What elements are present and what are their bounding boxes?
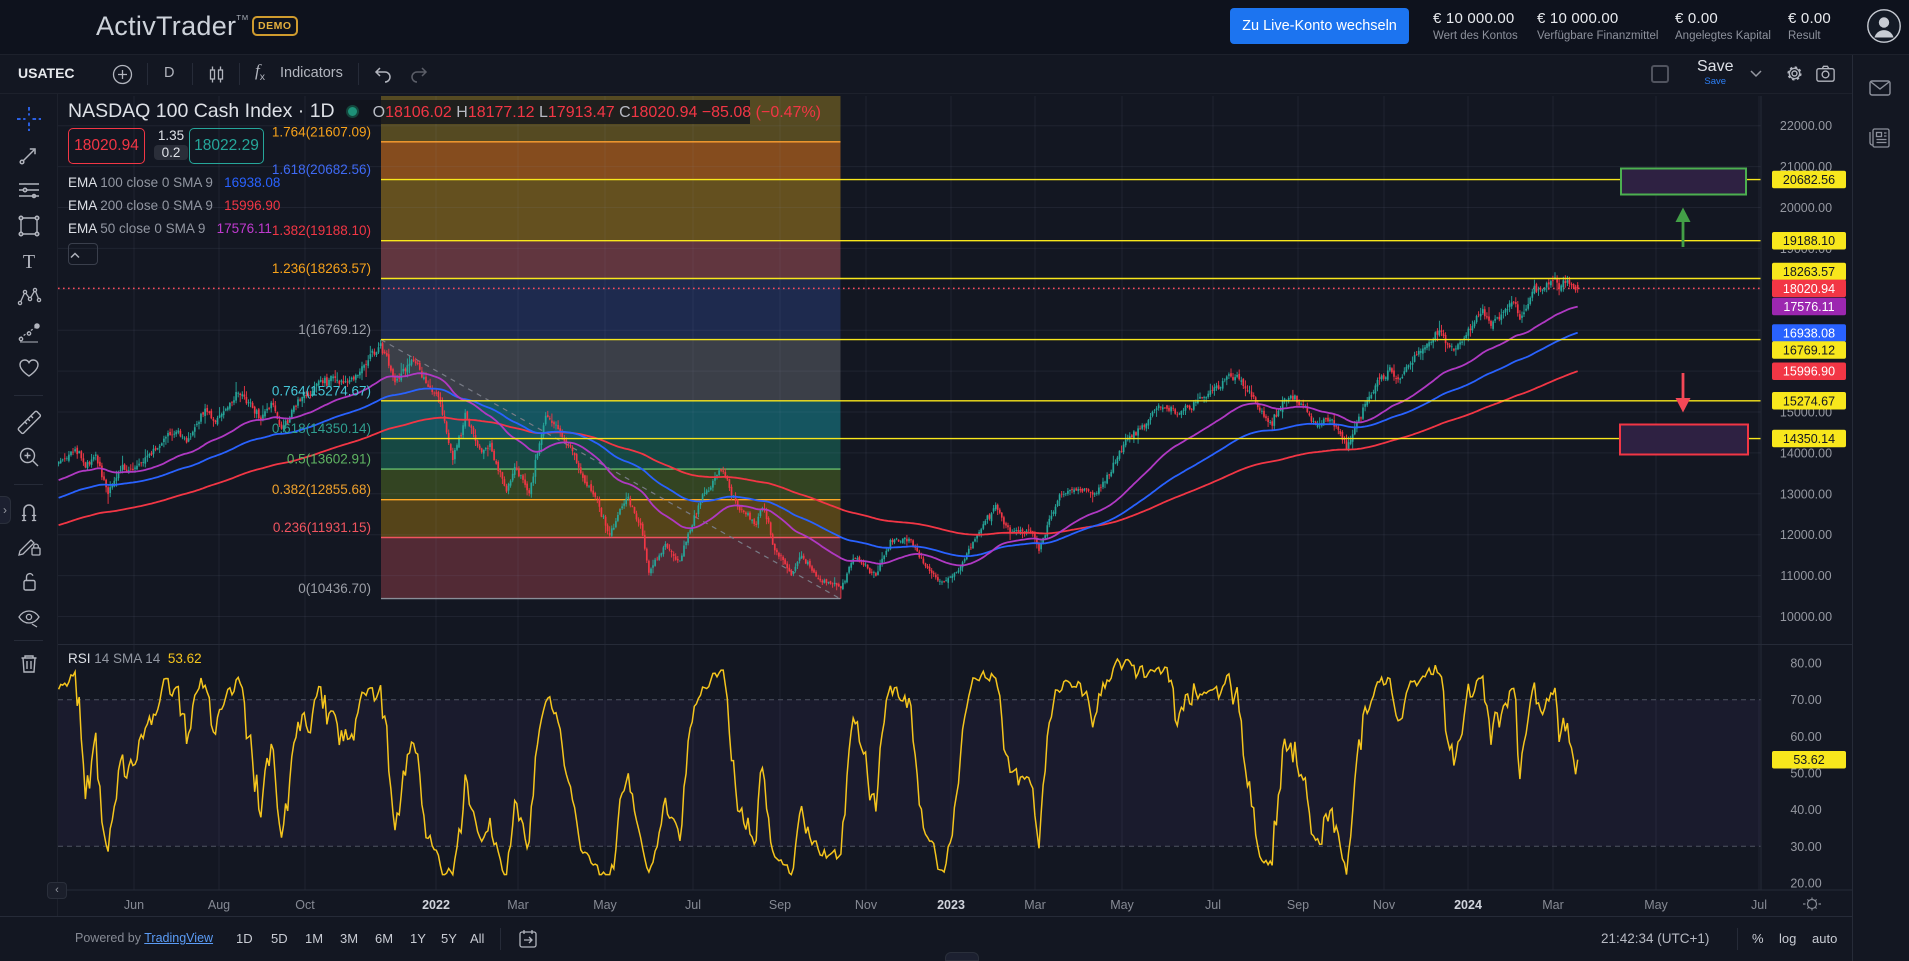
- svg-text:May: May: [1110, 898, 1134, 912]
- svg-text:13000.00: 13000.00: [1780, 487, 1832, 501]
- svg-text:10000.00: 10000.00: [1780, 610, 1832, 624]
- svg-text:May: May: [1644, 898, 1668, 912]
- svg-text:2024: 2024: [1454, 898, 1482, 912]
- svg-text:20.00: 20.00: [1790, 877, 1821, 891]
- svg-text:80.00: 80.00: [1790, 657, 1821, 671]
- svg-text:50.00: 50.00: [1790, 767, 1821, 781]
- svg-text:2023: 2023: [937, 898, 965, 912]
- svg-text:21000.00: 21000.00: [1780, 160, 1832, 174]
- svg-text:40.00: 40.00: [1790, 803, 1821, 817]
- svg-text:0(10436.70): 0(10436.70): [298, 581, 371, 596]
- svg-text:15274.67: 15274.67: [1783, 394, 1835, 408]
- svg-text:Sep: Sep: [1287, 898, 1309, 912]
- svg-text:Mar: Mar: [1024, 898, 1046, 912]
- svg-text:Sep: Sep: [769, 898, 791, 912]
- svg-text:70.00: 70.00: [1790, 693, 1821, 707]
- svg-text:Jul: Jul: [1205, 898, 1221, 912]
- svg-text:15996.90: 15996.90: [1783, 365, 1835, 379]
- svg-text:Nov: Nov: [1373, 898, 1396, 912]
- svg-text:14350.14: 14350.14: [1783, 432, 1835, 446]
- svg-text:18263.57: 18263.57: [1783, 265, 1835, 279]
- svg-text:20682.56: 20682.56: [1783, 173, 1835, 187]
- svg-text:1.764(21607.09): 1.764(21607.09): [272, 124, 371, 139]
- svg-text:20000.00: 20000.00: [1780, 201, 1832, 215]
- svg-text:T: T: [23, 251, 35, 273]
- svg-text:Oct: Oct: [295, 898, 315, 912]
- svg-text:22000.00: 22000.00: [1780, 119, 1832, 133]
- svg-text:Jul: Jul: [1751, 898, 1767, 912]
- svg-text:0.764(15274.67): 0.764(15274.67): [272, 383, 371, 398]
- svg-text:0.236(11931.15): 0.236(11931.15): [273, 520, 371, 535]
- svg-text:1.382(19188.10): 1.382(19188.10): [272, 223, 371, 238]
- svg-text:16938.08: 16938.08: [1783, 327, 1835, 341]
- svg-text:17576.11: 17576.11: [1783, 300, 1834, 314]
- svg-text:Jun: Jun: [124, 898, 144, 912]
- svg-text:1.618(20682.56): 1.618(20682.56): [272, 162, 371, 177]
- svg-text:0.382(12855.68): 0.382(12855.68): [272, 482, 371, 497]
- svg-text:12000.00: 12000.00: [1780, 528, 1832, 542]
- svg-text:53.62: 53.62: [1793, 753, 1824, 767]
- svg-text:0.618(14350.14): 0.618(14350.14): [272, 421, 371, 436]
- svg-text:Nov: Nov: [855, 898, 878, 912]
- svg-text:1(16769.12): 1(16769.12): [298, 322, 371, 337]
- svg-text:16769.12: 16769.12: [1783, 344, 1835, 358]
- svg-text:Aug: Aug: [208, 898, 230, 912]
- svg-text:18020.94: 18020.94: [1783, 282, 1835, 296]
- svg-text:May: May: [593, 898, 617, 912]
- svg-text:0.5(13602.91): 0.5(13602.91): [287, 452, 371, 467]
- svg-text:Mar: Mar: [1542, 898, 1564, 912]
- svg-text:19188.10: 19188.10: [1783, 234, 1835, 248]
- svg-text:14000.00: 14000.00: [1780, 446, 1832, 460]
- svg-text:1.236(18263.57): 1.236(18263.57): [272, 261, 371, 276]
- svg-text:2022: 2022: [422, 898, 450, 912]
- svg-text:30.00: 30.00: [1790, 840, 1821, 854]
- svg-text:60.00: 60.00: [1790, 730, 1821, 744]
- svg-text:Jul: Jul: [685, 898, 701, 912]
- svg-text:Mar: Mar: [507, 898, 529, 912]
- svg-text:11000.00: 11000.00: [1780, 569, 1831, 583]
